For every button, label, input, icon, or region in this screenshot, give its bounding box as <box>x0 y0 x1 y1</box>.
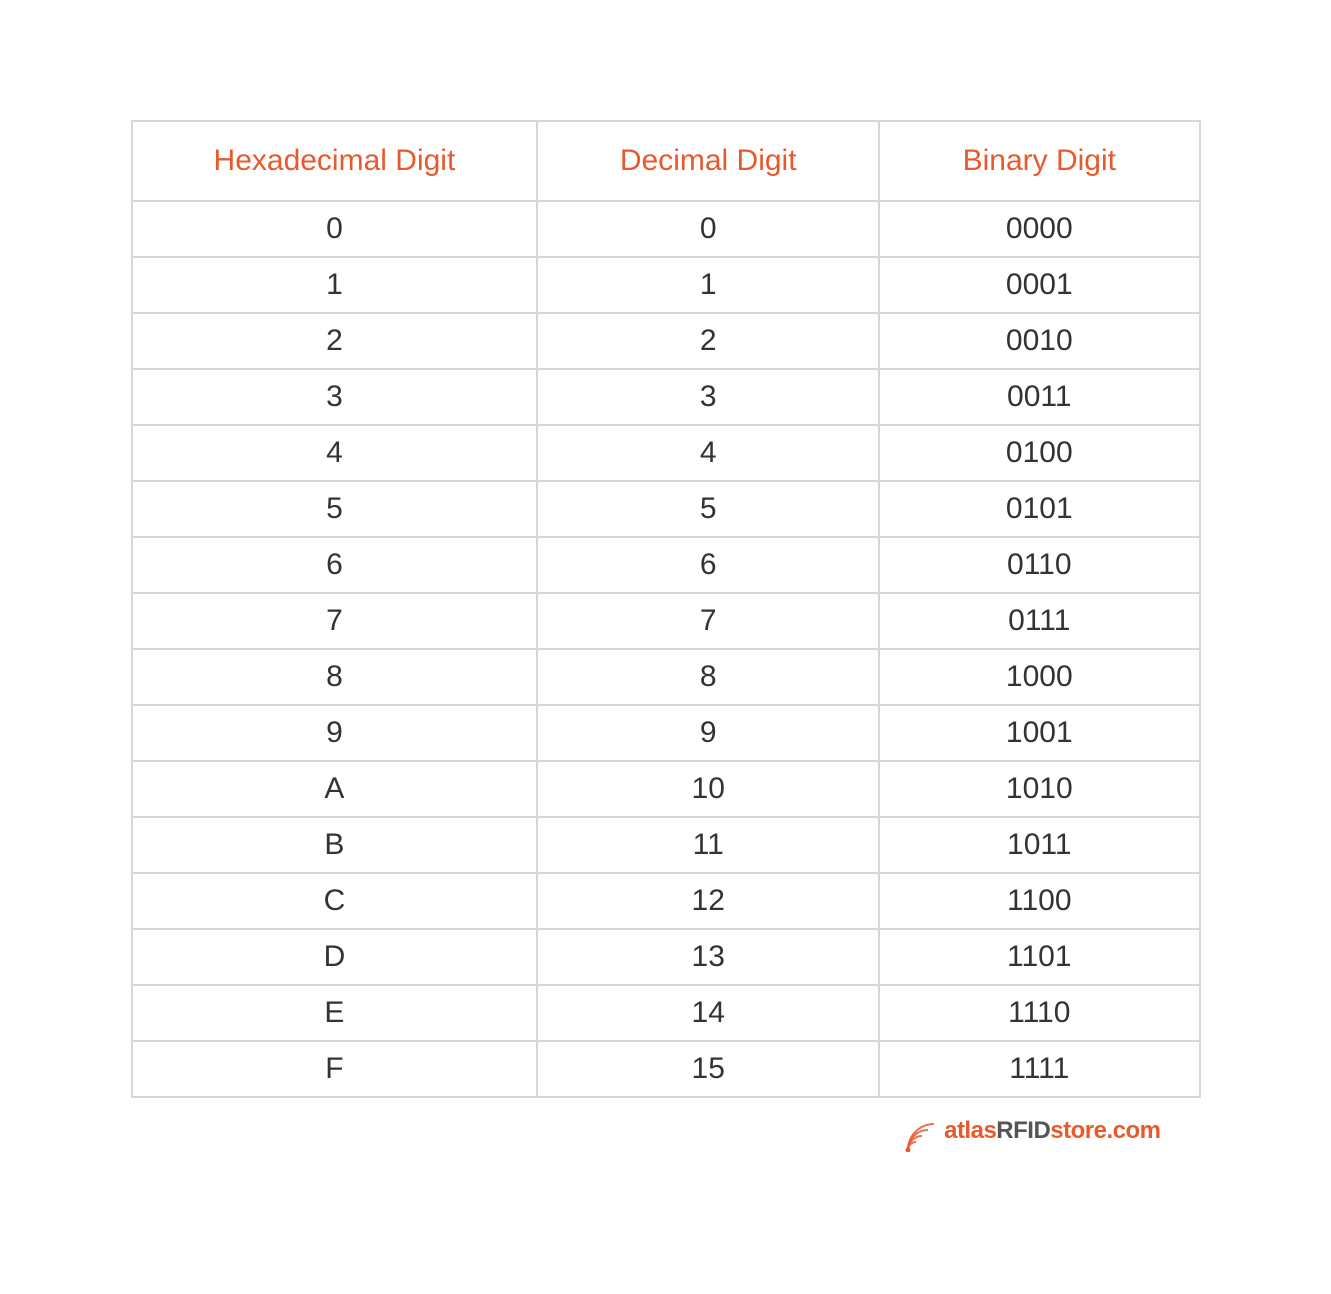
cell-dec: 8 <box>537 649 879 705</box>
table-header-row: Hexadecimal Digit Decimal Digit Binary D… <box>132 121 1200 201</box>
cell-hex: E <box>132 985 538 1041</box>
table-row: 440100 <box>132 425 1200 481</box>
cell-bin: 0000 <box>879 201 1199 257</box>
table-row: 881000 <box>132 649 1200 705</box>
cell-dec: 14 <box>537 985 879 1041</box>
cell-hex: B <box>132 817 538 873</box>
table-body: 000000 110001 220010 330011 440100 55010… <box>132 201 1200 1097</box>
cell-bin: 0101 <box>879 481 1199 537</box>
cell-bin: 0010 <box>879 313 1199 369</box>
cell-hex: 6 <box>132 537 538 593</box>
cell-hex: 3 <box>132 369 538 425</box>
attribution-container: atlasRFIDstore.com <box>131 1110 1201 1152</box>
cell-bin: 0110 <box>879 537 1199 593</box>
cell-hex: 2 <box>132 313 538 369</box>
cell-hex: A <box>132 761 538 817</box>
cell-bin: 0111 <box>879 593 1199 649</box>
cell-dec: 3 <box>537 369 879 425</box>
cell-dec: 5 <box>537 481 879 537</box>
table-row: F151111 <box>132 1041 1200 1097</box>
table-row: 220010 <box>132 313 1200 369</box>
table-row: 110001 <box>132 257 1200 313</box>
table-row: 000000 <box>132 201 1200 257</box>
cell-bin: 1000 <box>879 649 1199 705</box>
conversion-table: Hexadecimal Digit Decimal Digit Binary D… <box>131 120 1201 1098</box>
cell-hex: D <box>132 929 538 985</box>
cell-bin: 1010 <box>879 761 1199 817</box>
cell-hex: F <box>132 1041 538 1097</box>
cell-dec: 10 <box>537 761 879 817</box>
cell-bin: 1100 <box>879 873 1199 929</box>
table-row: 550101 <box>132 481 1200 537</box>
table-row: A101010 <box>132 761 1200 817</box>
cell-bin: 0011 <box>879 369 1199 425</box>
cell-dec: 1 <box>537 257 879 313</box>
cell-bin: 0001 <box>879 257 1199 313</box>
table-row: C121100 <box>132 873 1200 929</box>
cell-bin: 1101 <box>879 929 1199 985</box>
cell-dec: 11 <box>537 817 879 873</box>
cell-hex: 1 <box>132 257 538 313</box>
table-row: D131101 <box>132 929 1200 985</box>
cell-dec: 9 <box>537 705 879 761</box>
cell-dec: 13 <box>537 929 879 985</box>
conversion-table-container: Hexadecimal Digit Decimal Digit Binary D… <box>131 120 1201 1098</box>
header-hexadecimal: Hexadecimal Digit <box>132 121 538 201</box>
cell-bin: 1001 <box>879 705 1199 761</box>
cell-dec: 4 <box>537 425 879 481</box>
table-row: 660110 <box>132 537 1200 593</box>
cell-bin: 0100 <box>879 425 1199 481</box>
table-row: B111011 <box>132 817 1200 873</box>
attribution-bold: RFID <box>996 1117 1050 1144</box>
cell-hex: C <box>132 873 538 929</box>
cell-dec: 2 <box>537 313 879 369</box>
cell-dec: 6 <box>537 537 879 593</box>
cell-hex: 8 <box>132 649 538 705</box>
atlas-rfid-logo-icon <box>900 1110 938 1152</box>
attribution-suffix: store.com <box>1050 1117 1160 1144</box>
table-row: 770111 <box>132 593 1200 649</box>
cell-hex: 5 <box>132 481 538 537</box>
table-row: E141110 <box>132 985 1200 1041</box>
header-binary: Binary Digit <box>879 121 1199 201</box>
attribution-text: atlasRFIDstore.com <box>944 1117 1160 1145</box>
cell-hex: 9 <box>132 705 538 761</box>
cell-dec: 12 <box>537 873 879 929</box>
cell-bin: 1011 <box>879 817 1199 873</box>
cell-dec: 0 <box>537 201 879 257</box>
table-row: 330011 <box>132 369 1200 425</box>
table-row: 991001 <box>132 705 1200 761</box>
attribution-prefix: atlas <box>944 1117 996 1144</box>
cell-hex: 0 <box>132 201 538 257</box>
cell-hex: 7 <box>132 593 538 649</box>
cell-dec: 15 <box>537 1041 879 1097</box>
cell-hex: 4 <box>132 425 538 481</box>
header-decimal: Decimal Digit <box>537 121 879 201</box>
cell-bin: 1111 <box>879 1041 1199 1097</box>
cell-dec: 7 <box>537 593 879 649</box>
cell-bin: 1110 <box>879 985 1199 1041</box>
